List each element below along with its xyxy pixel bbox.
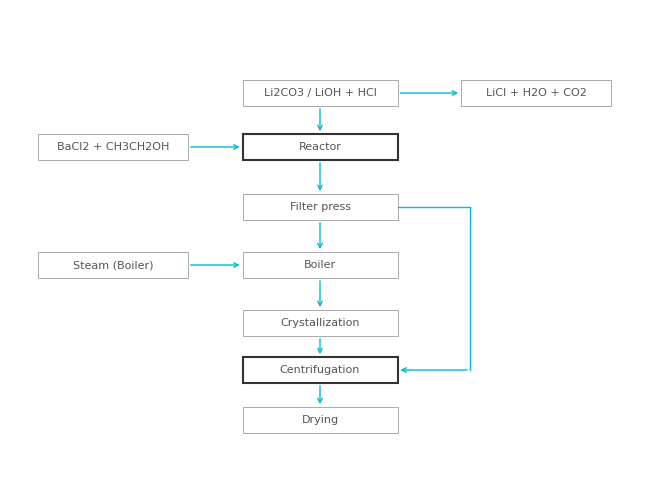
Text: Crystallization: Crystallization (280, 318, 360, 328)
Text: LiCl + H2O + CO2: LiCl + H2O + CO2 (486, 88, 587, 98)
Text: Drying: Drying (301, 415, 339, 425)
Bar (243, 407, 398, 433)
Text: Centrifugation: Centrifugation (280, 365, 360, 375)
Bar (461, 80, 611, 106)
Bar (243, 80, 398, 106)
Text: Boiler: Boiler (304, 260, 336, 270)
Bar (243, 194, 398, 220)
Bar (38, 134, 188, 160)
Bar (243, 310, 398, 336)
Bar (38, 252, 188, 278)
Text: Filter press: Filter press (290, 202, 350, 212)
Bar (243, 357, 398, 383)
Text: Li2CO3 / LiOH + HCl: Li2CO3 / LiOH + HCl (264, 88, 376, 98)
Bar (243, 252, 398, 278)
Text: Reactor: Reactor (299, 142, 341, 152)
Text: Steam (Boiler): Steam (Boiler) (73, 260, 153, 270)
Bar (243, 134, 398, 160)
Text: BaCl2 + CH3CH2OH: BaCl2 + CH3CH2OH (57, 142, 169, 152)
